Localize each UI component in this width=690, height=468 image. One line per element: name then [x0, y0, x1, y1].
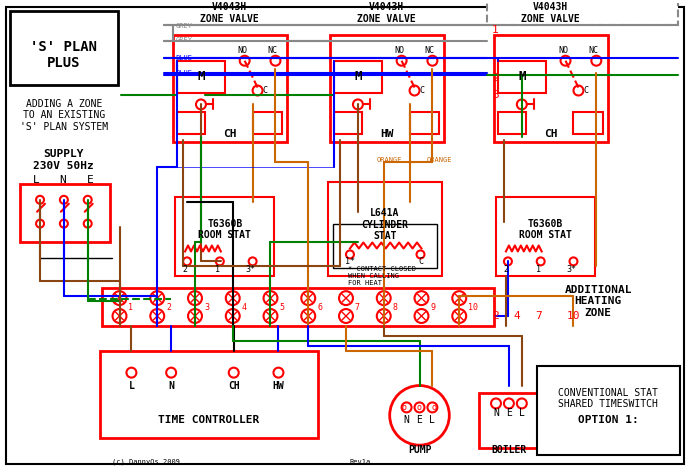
Bar [20, 184, 110, 241]
Text: NC: NC [424, 46, 435, 55]
Text: * CONTACT CLOSED
WHEN CALLING
FOR HEAT: * CONTACT CLOSED WHEN CALLING FOR HEAT [348, 266, 416, 286]
Text: HW: HW [273, 380, 284, 391]
Text: 3*: 3* [246, 265, 255, 274]
Text: 1: 1 [128, 303, 133, 312]
Text: GREY: GREY [175, 37, 192, 43]
Text: C: C [418, 257, 423, 266]
Text: 10: 10 [566, 311, 580, 321]
Text: CONVENTIONAL STAT
SHARED TIMESWITCH: CONVENTIONAL STAT SHARED TIMESWITCH [558, 388, 658, 409]
Bar [177, 112, 205, 134]
Text: C: C [420, 86, 424, 95]
Text: 4: 4 [513, 311, 520, 321]
Text: 7: 7 [355, 303, 360, 312]
Text: C: C [263, 86, 268, 95]
Bar [330, 35, 444, 142]
Text: V4043H
ZONE VALVE: V4043H ZONE VALVE [521, 2, 580, 24]
Text: V4043H
ZONE VALVE: V4043H ZONE VALVE [200, 2, 259, 24]
Text: L: L [519, 409, 525, 418]
Text: 2: 2 [183, 265, 188, 274]
Text: HW: HW [380, 129, 393, 139]
Bar [487, 0, 678, 25]
Text: 1: 1 [215, 265, 220, 274]
Text: L: L [429, 415, 435, 425]
Text: OPTION 1:: OPTION 1: [578, 415, 639, 425]
Text: N: N [404, 415, 410, 425]
Text: L: L [128, 380, 135, 391]
Text: L   N   E: L N E [34, 175, 95, 185]
Text: BOILER: BOILER [491, 445, 526, 455]
Text: 2: 2 [492, 73, 499, 83]
Text: 2: 2 [493, 311, 500, 321]
Text: BLUE: BLUE [175, 70, 192, 76]
Text: 10: 10 [469, 303, 478, 312]
Bar [177, 61, 225, 93]
Text: E: E [417, 415, 422, 425]
Text: M: M [518, 70, 526, 83]
Text: M: M [354, 70, 362, 83]
Text: C: C [584, 86, 589, 95]
Text: L641A
CYLINDER
STAT: L641A CYLINDER STAT [362, 208, 408, 241]
Text: ORANGE: ORANGE [377, 157, 402, 163]
Text: o  o  o: o o o [402, 403, 437, 412]
Text: ADDING A ZONE
TO AN EXISTING
'S' PLAN SYSTEM: ADDING A ZONE TO AN EXISTING 'S' PLAN SY… [20, 99, 108, 132]
Bar [498, 61, 546, 93]
Bar [410, 112, 440, 134]
Bar [333, 224, 437, 268]
Bar [537, 366, 680, 455]
Text: TIME CONTROLLER: TIME CONTROLLER [158, 415, 259, 425]
Text: PUMP: PUMP [408, 445, 431, 455]
Text: 3: 3 [204, 303, 209, 312]
Text: 3*: 3* [566, 265, 576, 274]
Text: 'S' PLAN
PLUS: 'S' PLAN PLUS [30, 40, 97, 70]
Text: CH: CH [228, 380, 239, 391]
Text: CH: CH [223, 129, 237, 139]
Bar [573, 112, 603, 134]
Bar [173, 35, 287, 142]
Bar [10, 11, 117, 85]
Text: 3: 3 [492, 90, 499, 101]
Bar [101, 288, 494, 326]
Text: ADDITIONAL
HEATING
ZONE: ADDITIONAL HEATING ZONE [564, 285, 632, 318]
Text: V4043H
ZONE VALVE: V4043H ZONE VALVE [357, 2, 416, 24]
Text: BLUE: BLUE [175, 55, 192, 61]
Text: T6360B
ROOM STAT: T6360B ROOM STAT [519, 219, 572, 241]
Text: NC: NC [268, 46, 277, 55]
Text: 1: 1 [536, 265, 541, 274]
Text: 8: 8 [393, 303, 397, 312]
Text: NO: NO [395, 46, 404, 55]
Text: NO: NO [558, 46, 569, 55]
Text: N: N [493, 409, 499, 418]
Text: 9: 9 [431, 303, 435, 312]
Text: T6360B
ROOM STAT: T6360B ROOM STAT [198, 219, 251, 241]
Bar [479, 394, 539, 448]
Text: (c) DannyOs 2009: (c) DannyOs 2009 [112, 459, 179, 465]
Text: 4: 4 [241, 303, 247, 312]
Bar [334, 112, 362, 134]
Text: 2: 2 [166, 303, 171, 312]
Text: 6: 6 [317, 303, 322, 312]
Text: GREY: GREY [175, 23, 192, 29]
Bar [253, 112, 282, 134]
Text: E: E [506, 409, 512, 418]
Text: NC: NC [589, 46, 598, 55]
Text: 2: 2 [504, 265, 509, 274]
Bar [496, 197, 595, 276]
Text: N: N [168, 380, 174, 391]
Text: 1*: 1* [345, 257, 355, 266]
Text: 5: 5 [279, 303, 284, 312]
Text: M: M [197, 70, 205, 83]
Bar [175, 197, 275, 276]
Text: Rev1a: Rev1a [349, 459, 371, 465]
Text: NO: NO [237, 46, 248, 55]
Text: SUPPLY
230V 50Hz: SUPPLY 230V 50Hz [34, 149, 95, 171]
Text: CH: CH [544, 129, 558, 139]
Bar [494, 35, 609, 142]
Text: ORANGE: ORANGE [426, 157, 452, 163]
Bar [334, 61, 382, 93]
Text: 7: 7 [535, 311, 542, 321]
Bar [99, 351, 318, 438]
Bar [498, 112, 526, 134]
Bar [328, 182, 442, 276]
Text: 1: 1 [492, 25, 499, 35]
